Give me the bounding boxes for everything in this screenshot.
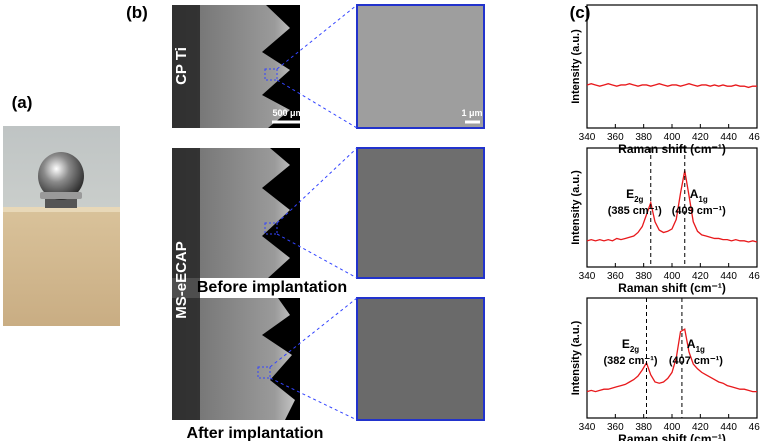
x-tick-label: 420 [692,422,709,433]
peak-symbol: E2g [622,337,639,354]
peak-symbol-sub: 2g [630,345,639,354]
panel-label: (a) [12,93,33,112]
x-tick-label: 420 [692,132,709,143]
x-tick-label: 420 [692,271,709,282]
row-label: CP Ti [173,47,190,85]
x-tick-label: 400 [664,271,681,282]
x-tick-label: 360 [607,422,624,433]
x-tick-label: 380 [635,422,652,433]
spectrum-line [586,83,757,89]
plot-frame [586,4,758,129]
x-tick-label: 460 [749,132,760,143]
peak-symbol: A1g [690,187,708,204]
spectrum-line [586,170,758,243]
x-axis-label: Raman shift (cm⁻¹) [618,281,726,295]
x-tick-label: 380 [635,132,652,143]
peak-label: (407 cm⁻¹) [669,355,723,367]
y-axis-label: Intensity (a.u.) [570,170,582,245]
sem-images [172,4,485,421]
x-tick-label: 360 [607,271,624,282]
peak-symbol-main: A [687,337,696,351]
x-tick-label: 380 [635,271,652,282]
x-tick-label: 360 [607,132,624,143]
x-tick-label: 460 [749,271,760,282]
spectrum-line [586,328,757,393]
peak-label: (385 cm⁻¹) [608,205,662,217]
y-axis-label: Intensity (a.u.) [570,29,582,104]
x-tick-label: 400 [664,132,681,143]
peak-symbol-sub: 1g [696,345,705,354]
peak-symbol: E2g [626,187,643,204]
x-tick-label: 340 [579,422,596,433]
x-tick-label: 340 [579,271,596,282]
raman-charts: 340 360 380 400 420 440 460 Raman shift (cm⁻¹) I… [570,4,760,446]
peak-label: (382 cm⁻¹) [603,355,657,367]
x-tick-label: 400 [664,422,681,433]
y-axis-label: Intensity (a.u.) [570,320,582,395]
x-tick-label: 440 [720,132,737,143]
peak-symbol-sub: 2g [634,195,643,204]
peak-label: (409 cm⁻¹) [672,205,726,217]
peak-symbol-sub: 1g [698,195,707,204]
photo [3,126,120,326]
caption: After implantation [187,425,324,441]
peak-symbol-main: E [626,187,634,201]
x-axis-label: Raman shift (cm⁻¹) [618,142,726,156]
panel-label: (c) [570,3,591,22]
row-label: MS-eECAP [173,241,190,319]
x-tick-label: 440 [720,271,737,282]
scale-bar-label: 500 μm [272,108,303,118]
peak-symbol-main: A [690,187,699,201]
x-tick-label: 340 [579,132,596,143]
scale-bar-label: 1 μm [461,108,482,118]
panel-label: (b) [126,3,148,22]
x-axis-label: Raman shift (cm⁻¹) [618,432,726,441]
peak-symbol-main: E [622,337,630,351]
caption: Before implantation [197,279,347,296]
x-tick-label: 440 [720,422,737,433]
x-tick-label: 460 [749,422,760,433]
peak-symbol: A1g [687,337,705,354]
